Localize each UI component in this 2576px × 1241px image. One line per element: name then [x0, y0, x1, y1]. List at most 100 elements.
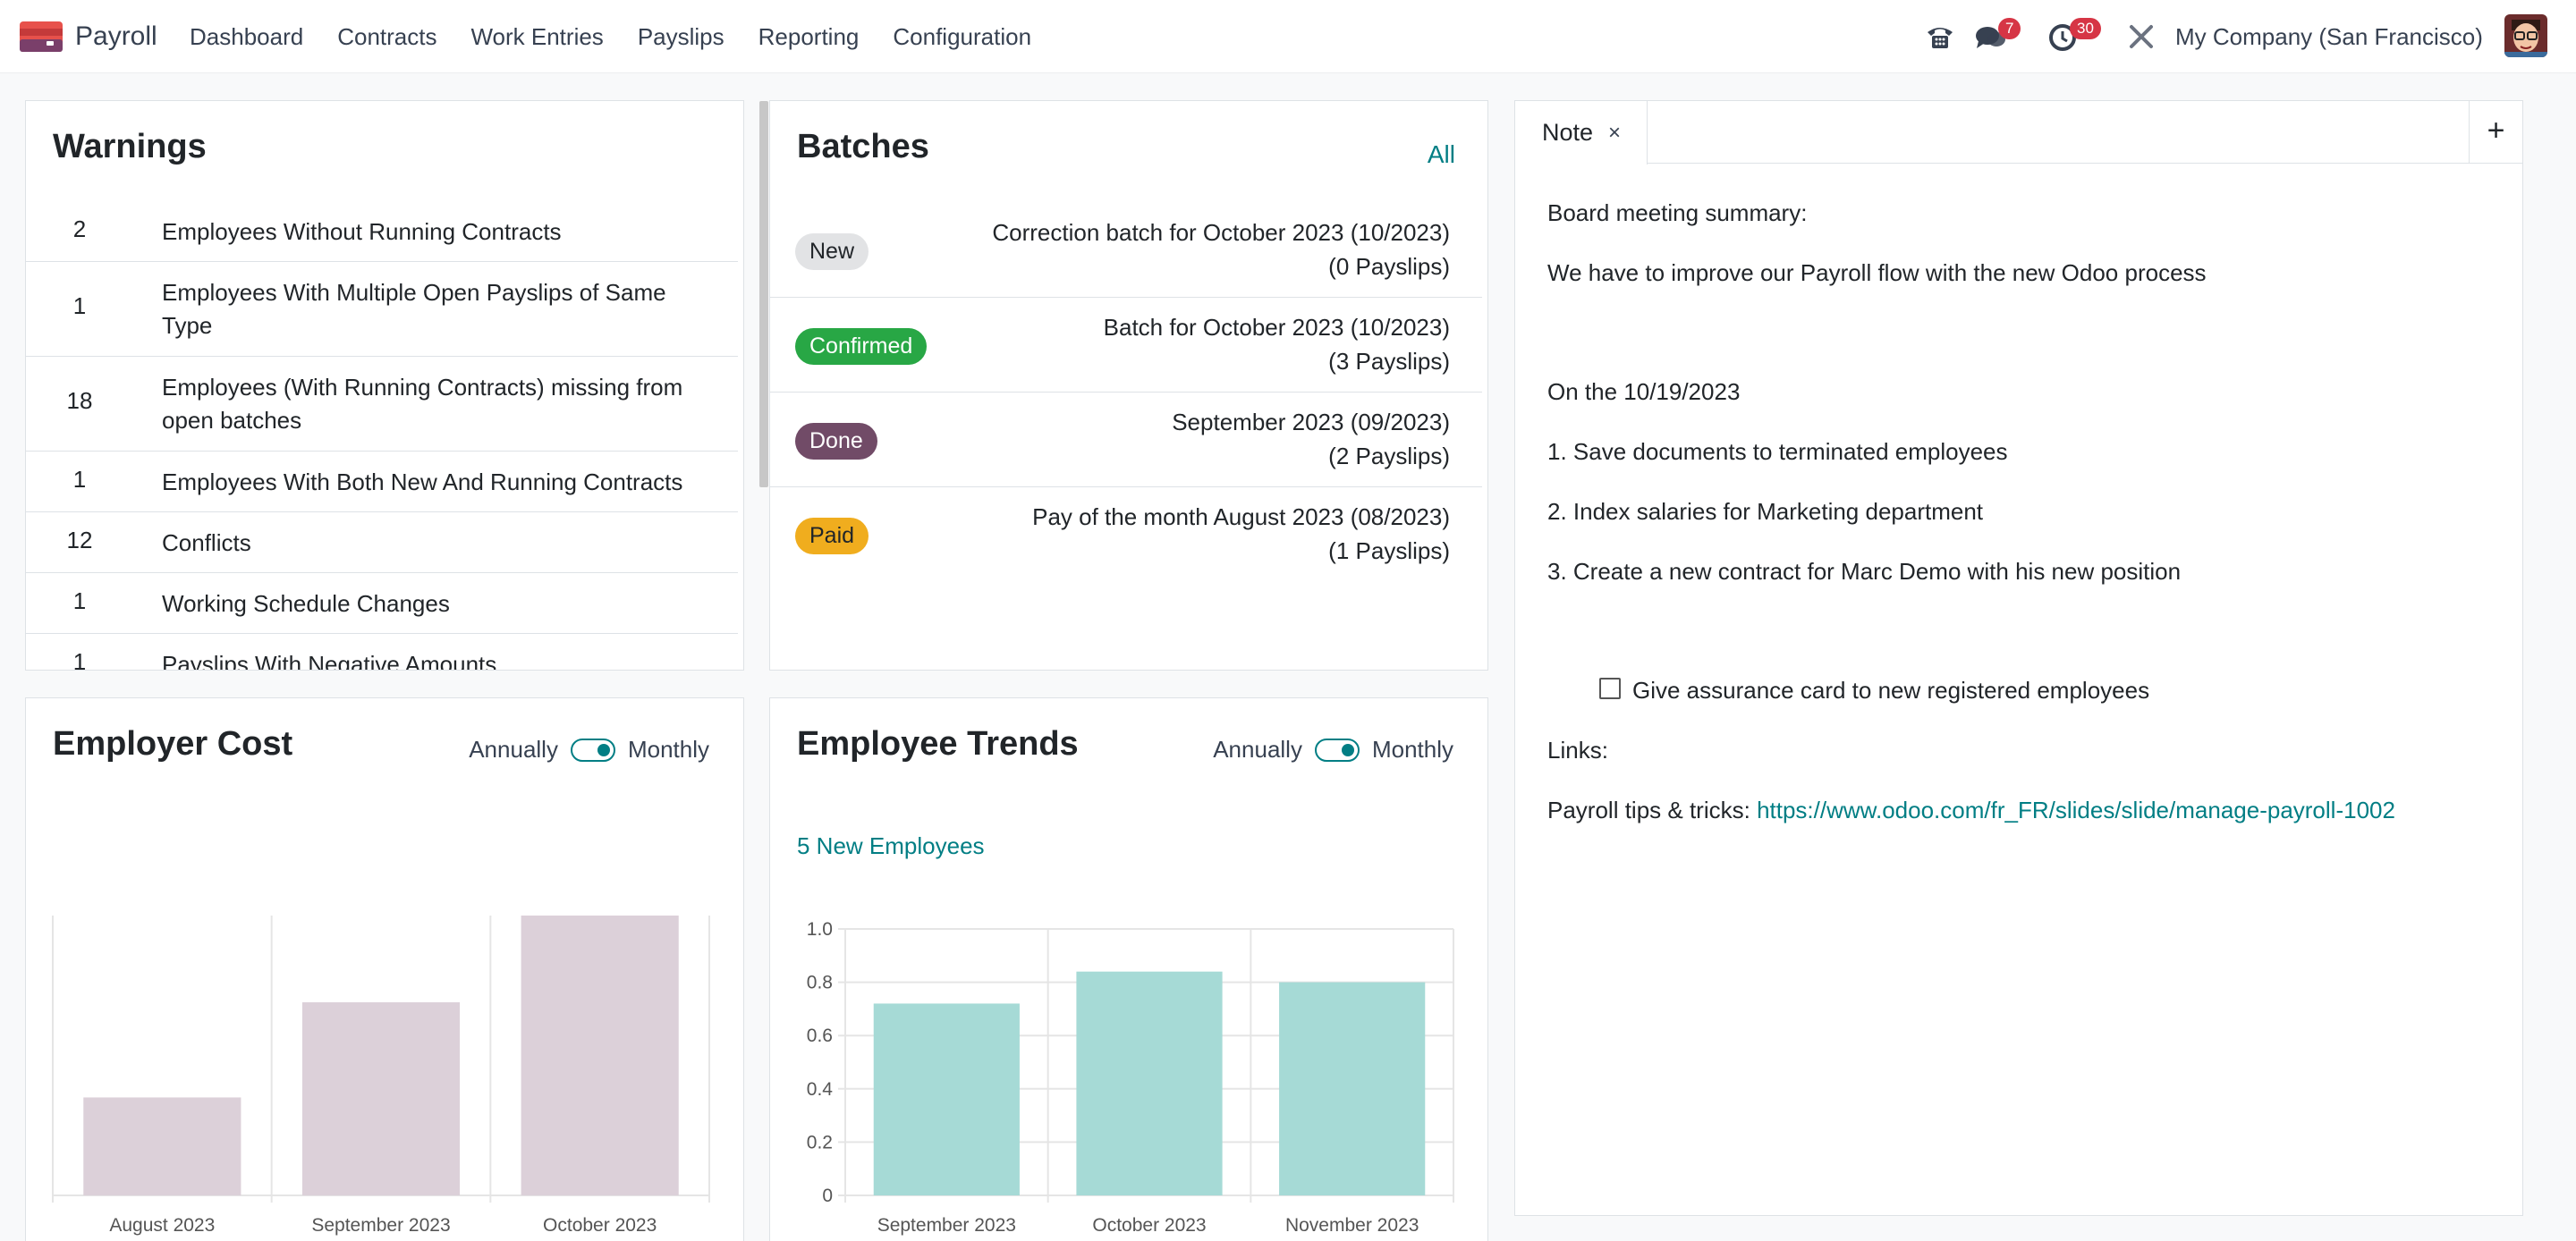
- employer-cost-card: Employer Cost Annually Monthly August 20…: [25, 697, 744, 1241]
- new-employees-link[interactable]: 5 New Employees: [797, 832, 985, 859]
- warning-row[interactable]: 1 Payslips With Negative Amounts: [26, 634, 738, 670]
- annually-label[interactable]: Annually: [469, 736, 558, 763]
- menu-payslips[interactable]: Payslips: [637, 23, 724, 50]
- all-batches-link[interactable]: All: [1427, 140, 1455, 168]
- x-tick-label: October 2023: [1092, 1215, 1206, 1236]
- warnings-title: Warnings: [53, 128, 207, 165]
- x-tick-label: November 2023: [1285, 1215, 1419, 1236]
- company-switcher[interactable]: My Company (San Francisco): [2175, 23, 2483, 50]
- warning-count: 2: [72, 215, 87, 242]
- warning-count: 1: [72, 466, 87, 493]
- add-tab-button[interactable]: +: [2469, 101, 2522, 164]
- chart-bar: [1076, 971, 1223, 1195]
- y-tick-label: 0.2: [807, 1132, 833, 1152]
- batches-title: Batches: [797, 128, 929, 165]
- menu-dashboard[interactable]: Dashboard: [190, 23, 304, 50]
- x-tick-label: September 2023: [877, 1215, 1016, 1236]
- note-editor[interactable]: Board meeting summary: We have to improv…: [1515, 165, 2522, 1215]
- menu-contracts[interactable]: Contracts: [337, 23, 437, 50]
- tools-icon[interactable]: [2129, 24, 2154, 49]
- batch-row[interactable]: Done September 2023 (09/2023) (2 Payslip…: [770, 393, 1482, 487]
- note-line: We have to improve our Payroll flow with…: [1547, 259, 2207, 286]
- checkbox-label: Give assurance card to new registered em…: [1632, 677, 2150, 704]
- y-tick-label: 0.8: [807, 973, 833, 993]
- warning-label: Employees (With Running Contracts) missi…: [162, 374, 683, 434]
- warning-count: 1: [72, 648, 87, 670]
- warning-label: Payslips With Negative Amounts: [162, 651, 497, 670]
- app-name[interactable]: Payroll: [75, 21, 157, 51]
- note-line: On the 10/19/2023: [1547, 378, 1741, 405]
- employer-cost-chart: August 2023 September 2023 October 2023: [52, 916, 710, 1236]
- warning-label: Employees Without Running Contracts: [162, 218, 562, 245]
- period-switch[interactable]: [570, 738, 615, 762]
- warning-count: 18: [66, 387, 93, 414]
- warning-count: 12: [66, 527, 93, 553]
- tips-label: Payroll tips & tricks:: [1547, 797, 1750, 823]
- batch-name: Correction batch for October 2023 (10/20…: [992, 215, 1450, 283]
- close-icon[interactable]: ×: [1608, 121, 1622, 145]
- employer-cost-title: Employer Cost: [53, 725, 293, 763]
- x-tick-label: August 2023: [109, 1215, 215, 1236]
- menu-reporting[interactable]: Reporting: [758, 23, 860, 50]
- warning-row[interactable]: 1 Employees With Multiple Open Payslips …: [26, 262, 738, 357]
- chart-bar: [301, 1002, 461, 1195]
- switch-knob: [597, 743, 610, 756]
- warnings-card: Warnings 2 Employees Without Running Con…: [25, 100, 768, 671]
- warnings-scrollbar[interactable]: [759, 101, 768, 487]
- assurance-card-checkbox[interactable]: [1599, 678, 1621, 699]
- messages-badge: 7: [1998, 18, 2021, 39]
- note-tab-bar: Note × +: [1515, 101, 2522, 165]
- warning-row[interactable]: 1 Employees With Both New And Running Co…: [26, 452, 738, 512]
- employer-cost-period-toggle: Annually Monthly: [469, 736, 709, 764]
- messages-button[interactable]: 7: [1975, 18, 2025, 54]
- phone-icon[interactable]: [1925, 23, 1955, 50]
- employee-trends-title: Employee Trends: [797, 725, 1079, 763]
- y-tick-label: 0.6: [807, 1026, 833, 1046]
- warning-row[interactable]: 2 Employees Without Running Contracts: [26, 201, 738, 262]
- monthly-label[interactable]: Monthly: [627, 736, 709, 763]
- x-tick-label: September 2023: [311, 1215, 450, 1236]
- tips-link[interactable]: https://www.odoo.com/fr_FR/slides/slide/…: [1757, 797, 2395, 823]
- chart-bar: [521, 916, 679, 1195]
- note-line: 2. Index salaries for Marketing departme…: [1547, 498, 1984, 525]
- batch-row[interactable]: New Correction batch for October 2023 (1…: [770, 203, 1482, 298]
- annually-label[interactable]: Annually: [1213, 736, 1302, 763]
- menu-work-entries[interactable]: Work Entries: [470, 23, 604, 50]
- note-line: 1. Save documents to terminated employee…: [1547, 438, 2008, 465]
- payroll-app-icon[interactable]: [20, 21, 63, 52]
- menu-configuration[interactable]: Configuration: [893, 23, 1032, 50]
- batch-status-badge: Done: [795, 423, 877, 460]
- batch-payslip-count: (0 Payslips): [1328, 253, 1450, 280]
- warning-row[interactable]: 1 Working Schedule Changes: [26, 573, 738, 634]
- warning-label: Working Schedule Changes: [162, 590, 450, 617]
- batch-name: Pay of the month August 2023 (08/2023) (…: [1032, 500, 1450, 568]
- x-tick-label: October 2023: [543, 1215, 657, 1236]
- note-line: Board meeting summary:: [1547, 199, 1808, 226]
- activities-button[interactable]: 30: [2046, 18, 2109, 54]
- activities-badge: 30: [2070, 18, 2101, 39]
- warning-row[interactable]: 18 Employees (With Running Contracts) mi…: [26, 357, 738, 452]
- avatar-image: [2504, 14, 2547, 57]
- y-tick-label: 0.4: [807, 1079, 834, 1100]
- batch-payslip-count: (2 Payslips): [1328, 443, 1450, 469]
- chart-bar: [83, 1097, 242, 1195]
- main-menu: Dashboard Contracts Work Entries Payslip…: [190, 23, 1065, 51]
- monthly-label[interactable]: Monthly: [1371, 736, 1453, 763]
- user-avatar[interactable]: [2504, 14, 2547, 57]
- period-switch[interactable]: [1314, 738, 1360, 762]
- tab-note[interactable]: Note ×: [1515, 101, 1648, 165]
- chart-bar: [1279, 982, 1426, 1195]
- batch-name: Batch for October 2023 (10/2023) (3 Pays…: [1104, 310, 1450, 378]
- note-line: 3. Create a new contract for Marc Demo w…: [1547, 558, 2182, 585]
- warning-label: Conflicts: [162, 529, 251, 556]
- warnings-list: 2 Employees Without Running Contracts 1 …: [26, 201, 738, 670]
- batch-row[interactable]: Paid Pay of the month August 2023 (08/20…: [770, 487, 1482, 582]
- batch-status-badge: New: [795, 233, 869, 270]
- employee-trends-period-toggle: Annually Monthly: [1213, 736, 1453, 764]
- warning-row[interactable]: 12 Conflicts: [26, 512, 738, 573]
- switch-knob: [1341, 743, 1354, 756]
- warning-count: 1: [72, 292, 87, 319]
- warning-label: Employees With Both New And Running Cont…: [162, 469, 683, 495]
- y-tick-label: 1.0: [807, 919, 833, 940]
- batch-row[interactable]: Confirmed Batch for October 2023 (10/202…: [770, 298, 1482, 393]
